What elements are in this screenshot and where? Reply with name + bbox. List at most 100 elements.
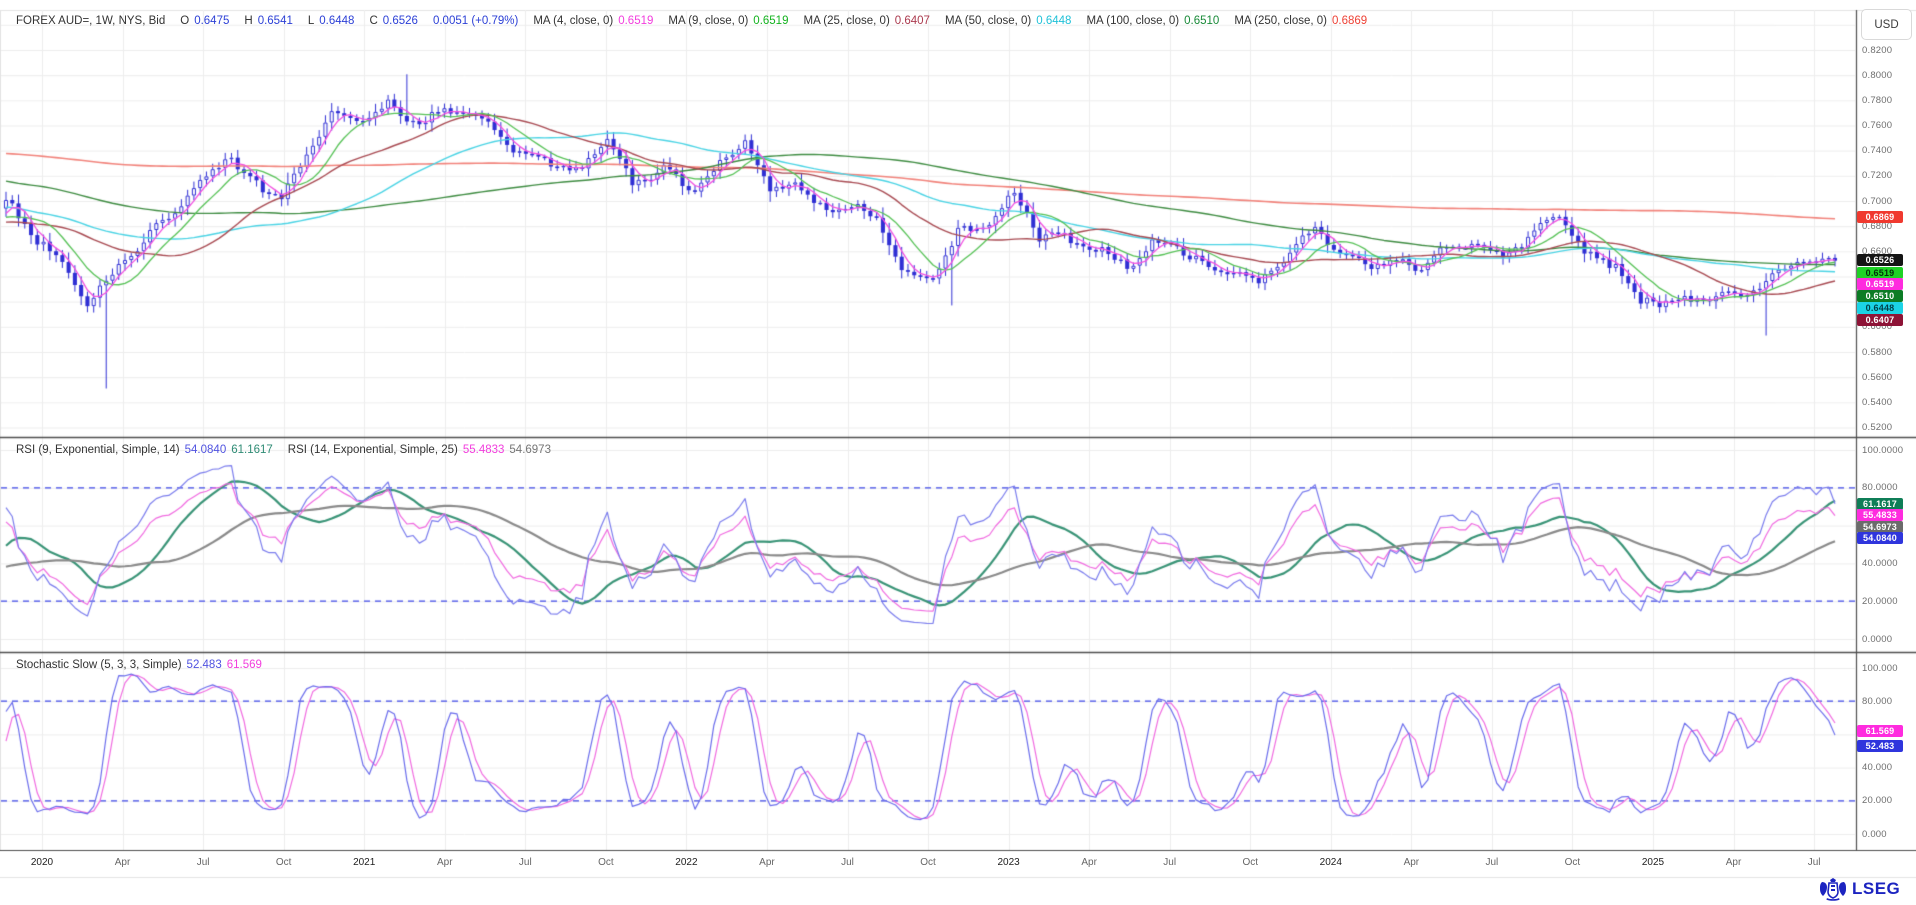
time-label-month: Jul — [518, 857, 532, 868]
price-tick: 0.6800 — [1862, 220, 1893, 232]
time-label-month: Oct — [1242, 857, 1259, 868]
ma-price-tag: 0.6869 — [1857, 210, 1903, 223]
quote-field-label: O — [180, 15, 190, 27]
time-label-month: Apr — [1081, 857, 1097, 868]
time-label-month: Jul — [196, 857, 210, 868]
time-label-year: 2025 — [1641, 857, 1665, 868]
instrument-title: FOREX AUD=, 1W, NYS, Bid — [16, 15, 166, 27]
rsi-legend-group[interactable]: RSI (9, Exponential, Simple, 14) 54.0840 6… — [16, 444, 273, 456]
rsi-legend-label: RSI (9, Exponential, Simple, 14) — [16, 444, 180, 456]
rsi-legend-value: 54.0840 — [184, 444, 227, 456]
time-label-month: Apr — [759, 857, 775, 868]
rsi-value-tag: 61.1617 — [1857, 497, 1903, 510]
stoch-tick: 40.000 — [1862, 762, 1893, 774]
stoch-legend-label: Stochastic Slow (5, 3, 3, Simple) — [16, 659, 182, 671]
rsi-legend-value: 61.1617 — [231, 444, 273, 456]
rsi-tick: 20.0000 — [1862, 595, 1898, 607]
quote-field-value: 0.6448 — [319, 15, 355, 27]
rsi-tick: 80.0000 — [1862, 482, 1898, 494]
ma-legend-value: 0.6407 — [894, 15, 930, 27]
quote-field-value: 0.6526 — [382, 15, 418, 27]
ma-legend-label: MA (100, close, 0) — [1086, 15, 1180, 27]
ma-price-tag: 0.6519 — [1857, 266, 1903, 279]
rsi-legend[interactable]: RSI (9, Exponential, Simple, 14) 54.0840 6… — [16, 444, 551, 456]
time-label-month: Apr — [114, 857, 131, 868]
stoch-value-tag: 52.483 — [1857, 740, 1903, 753]
ma-legend-value: 0.6869 — [1332, 15, 1368, 27]
lseg-logo: LSEG — [1818, 877, 1900, 901]
price-tick: 0.6600 — [1862, 245, 1893, 257]
stoch-value-tag: 61.569 — [1857, 725, 1903, 738]
time-label-month: Jul — [1485, 857, 1499, 868]
time-label-year: 2022 — [675, 857, 698, 868]
time-label-month: Apr — [1403, 857, 1420, 868]
rsi-tick: 40.0000 — [1862, 557, 1898, 569]
rsi-value-tag: 54.0840 — [1857, 532, 1903, 545]
rsi-legend-label: RSI (14, Exponential, Simple, 25) — [287, 444, 458, 456]
time-label-month: Oct — [1564, 857, 1581, 868]
quote-field: O 0.6475 — [180, 15, 229, 27]
price-tick: 0.5800 — [1862, 346, 1893, 358]
quote-field-value: 0.6541 — [257, 15, 293, 27]
stoch-tick: 0.000 — [1862, 828, 1887, 840]
ma-legend-value: 0.6448 — [1036, 15, 1072, 27]
stoch-tick: 20.000 — [1862, 795, 1893, 807]
rsi-legend-value: 54.6973 — [509, 444, 551, 456]
quote-field: C 0.6526 — [369, 15, 418, 27]
time-label-month: Jul — [841, 857, 854, 868]
ma-legend-label: MA (4, close, 0) — [533, 15, 614, 27]
ma-legend-value: 0.6510 — [1184, 15, 1220, 27]
ma-legend-label: MA (25, close, 0) — [803, 15, 890, 27]
ma-legend-item[interactable]: MA (250, close, 0) 0.6869 — [1234, 15, 1367, 27]
quote-field: 0.0051 (+0.79%) — [433, 15, 518, 27]
ma-legend-item[interactable]: MA (25, close, 0) 0.6407 — [803, 15, 929, 27]
stoch-tick: 80.000 — [1862, 695, 1893, 707]
time-label-year: 2021 — [353, 857, 376, 868]
time-label-month: Apr — [436, 857, 453, 868]
quote-field-value: 0.6475 — [194, 15, 230, 27]
lseg-crest-icon — [1820, 878, 1846, 901]
ma-legend-label: MA (50, close, 0) — [944, 15, 1032, 27]
stoch-legend-value: 52.483 — [186, 659, 222, 671]
stoch-tick: 100.000 — [1862, 662, 1898, 674]
time-label-month: Oct — [920, 857, 936, 868]
ma-legend-item[interactable]: MA (9, close, 0) 0.6519 — [668, 15, 788, 27]
ma-legend-item[interactable]: MA (100, close, 0) 0.6510 — [1086, 15, 1219, 27]
time-label-month: Oct — [598, 857, 614, 868]
time-label-month: Apr — [1725, 857, 1742, 868]
price-tick: 0.6000 — [1862, 321, 1893, 333]
currency-button[interactable]: USD — [1861, 9, 1912, 40]
time-label-month: Jul — [1163, 857, 1177, 868]
ma-legend-value: 0.6519 — [618, 15, 654, 27]
rsi-legend-group[interactable]: RSI (14, Exponential, Simple, 25) 55.4833… — [288, 444, 551, 456]
price-tick: 0.8000 — [1862, 69, 1893, 81]
ma-legend-item[interactable]: MA (50, close, 0) 0.6448 — [945, 15, 1071, 27]
rsi-tick: 100.0000 — [1862, 444, 1904, 456]
quote-field: H 0.6541 — [244, 15, 293, 27]
instrument-legend[interactable]: FOREX AUD=, 1W, NYS, Bid O 0.6475 H 0.6541 L 0… — [16, 15, 1367, 27]
ma-legend-value: 0.6519 — [753, 15, 789, 27]
price-tick: 0.7200 — [1862, 170, 1893, 182]
time-label-month: Jul — [1807, 857, 1821, 868]
quote-field-label: H — [244, 15, 253, 27]
ma-legend-item[interactable]: MA (4, close, 0) 0.6519 — [533, 15, 653, 27]
stoch-legend-group[interactable]: Stochastic Slow (5, 3, 3, Simple) 52.483 6… — [16, 659, 262, 671]
lseg-logo-text: LSEG — [1852, 879, 1901, 898]
last-price-tag: 0.6526 — [1857, 254, 1903, 267]
price-tick: 0.7400 — [1862, 145, 1893, 157]
stochastic-legend[interactable]: Stochastic Slow (5, 3, 3, Simple) 52.483 6… — [16, 659, 262, 671]
rsi-value-tag: 55.4833 — [1857, 509, 1903, 522]
time-label-year: 2023 — [997, 857, 1020, 868]
ma-price-tag: 0.6448 — [1857, 302, 1903, 315]
ma-price-tag: 0.6510 — [1857, 290, 1903, 303]
ma-legend-label: MA (250, close, 0) — [1234, 15, 1328, 27]
ma-legend-label: MA (9, close, 0) — [668, 15, 749, 27]
time-label-year: 2020 — [30, 857, 54, 868]
price-tick: 0.8200 — [1862, 44, 1893, 56]
price-tick: 0.5600 — [1862, 371, 1893, 383]
quote-field-label: L — [307, 15, 315, 27]
price-tick: 0.7800 — [1862, 94, 1893, 106]
price-tick: 0.5200 — [1862, 422, 1893, 433]
price-tick: 0.5400 — [1862, 396, 1893, 408]
